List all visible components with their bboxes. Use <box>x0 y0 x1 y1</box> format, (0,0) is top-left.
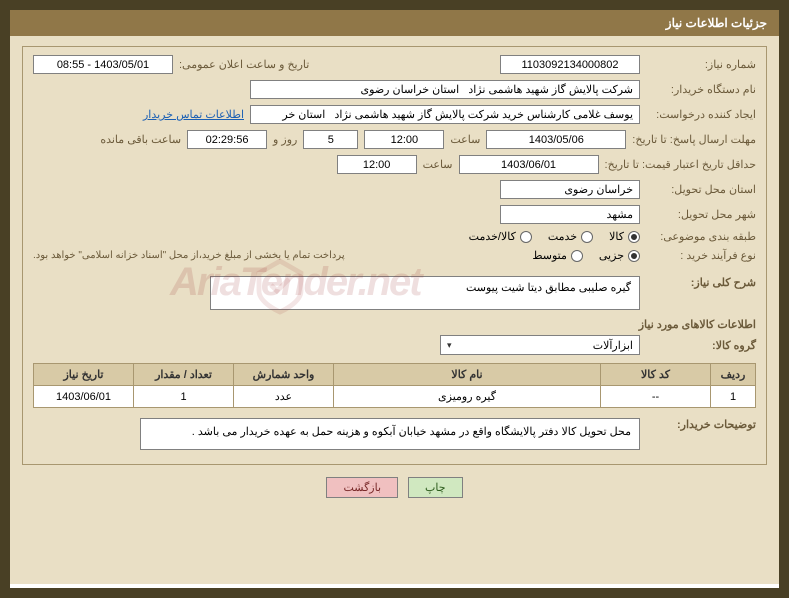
days-input[interactable] <box>303 130 358 149</box>
radio-goods[interactable]: کالا <box>609 230 640 243</box>
radio-service-icon <box>581 231 593 243</box>
creator-label: ایجاد کننده درخواست: <box>646 108 756 121</box>
province-input[interactable] <box>500 180 640 199</box>
radio-service[interactable]: خدمت <box>548 230 593 243</box>
th-date: تاریخ نیاز <box>34 364 134 386</box>
radio-both[interactable]: کالا/خدمت <box>469 230 532 243</box>
city-input[interactable] <box>500 205 640 224</box>
process-radio-group: جزیی متوسط <box>532 249 640 262</box>
th-row: ردیف <box>711 364 756 386</box>
contact-link[interactable]: اطلاعات تماس خریدار <box>143 108 244 121</box>
back-button[interactable]: بازگشت <box>326 477 398 498</box>
creator-input[interactable] <box>250 105 640 124</box>
buyer-notes-box[interactable]: محل تحویل کالا دفتر پالایشگاه واقع در مش… <box>140 418 640 450</box>
days-label: روز و <box>273 133 297 146</box>
cell-code: -- <box>601 386 711 408</box>
cell-row: 1 <box>711 386 756 408</box>
time-label-1: ساعت <box>450 133 480 146</box>
desc-value: گیره صلیبی مطابق دیتا شیت پیوست <box>466 282 631 294</box>
radio-medium[interactable]: متوسط <box>532 249 583 262</box>
desc-box[interactable]: گیره صلیبی مطابق دیتا شیت پیوست <box>210 276 640 310</box>
buyer-notes-label: توضیحات خریدار: <box>646 418 756 431</box>
th-unit: واحد شمارش <box>234 364 334 386</box>
radio-medium-icon <box>571 250 583 262</box>
desc-label: شرح کلی نیاز: <box>646 276 756 289</box>
category-radio-group: کالا خدمت کالا/خدمت <box>469 230 640 243</box>
payment-note: پرداخت تمام یا بخشی از مبلغ خرید،از محل … <box>33 250 345 261</box>
deadline-time-input[interactable] <box>364 130 444 149</box>
group-value: ابزارآلات <box>593 339 633 352</box>
city-label: شهر محل تحویل: <box>646 208 756 221</box>
validity-date-input[interactable] <box>459 155 599 174</box>
announce-input[interactable] <box>33 55 173 74</box>
radio-service-label: خدمت <box>548 230 577 243</box>
need-number-input[interactable] <box>500 55 640 74</box>
time-label-2: ساعت <box>423 158 453 171</box>
button-row: چاپ بازگشت <box>22 477 767 498</box>
validity-label: حداقل تاریخ اعتبار قیمت: تا تاریخ: <box>605 158 756 171</box>
cell-unit: عدد <box>234 386 334 408</box>
th-qty: تعداد / مقدار <box>134 364 234 386</box>
goods-table: ردیف کد کالا نام کالا واحد شمارش تعداد /… <box>33 363 756 408</box>
announce-label: تاریخ و ساعت اعلان عمومی: <box>179 58 309 71</box>
buyer-label: نام دستگاه خریدار: <box>646 83 756 96</box>
cell-qty: 1 <box>134 386 234 408</box>
table-header-row: ردیف کد کالا نام کالا واحد شمارش تعداد /… <box>34 364 756 386</box>
buyer-notes-value: محل تحویل کالا دفتر پالایشگاه واقع در مش… <box>192 426 631 438</box>
remaining-label: ساعت باقی مانده <box>100 133 181 146</box>
cell-date: 1403/06/01 <box>34 386 134 408</box>
countdown-input[interactable] <box>187 130 267 149</box>
form-panel: شماره نیاز: تاریخ و ساعت اعلان عمومی: نا… <box>22 46 767 465</box>
radio-both-label: کالا/خدمت <box>469 230 516 243</box>
need-number-label: شماره نیاز: <box>646 58 756 71</box>
radio-goods-icon <box>628 231 640 243</box>
group-label: گروه کالا: <box>646 339 756 352</box>
print-button[interactable]: چاپ <box>408 477 463 498</box>
radio-partial[interactable]: جزیی <box>599 249 640 262</box>
panel-header: جزئیات اطلاعات نیاز <box>10 10 779 36</box>
th-name: نام کالا <box>334 364 601 386</box>
table-row[interactable]: 1 -- گیره رومیزی عدد 1 1403/06/01 <box>34 386 756 408</box>
radio-partial-icon <box>628 250 640 262</box>
process-label: نوع فرآیند خرید : <box>646 249 756 262</box>
deadline-date-input[interactable] <box>486 130 626 149</box>
buyer-input[interactable] <box>250 80 640 99</box>
radio-partial-label: جزیی <box>599 249 624 262</box>
content-area: AriaTender.net شماره نیاز: تاریخ و ساعت … <box>10 36 779 584</box>
chevron-down-icon: ▾ <box>447 340 452 351</box>
province-label: استان محل تحویل: <box>646 183 756 196</box>
panel-title: جزئیات اطلاعات نیاز <box>666 16 767 30</box>
deadline-label: مهلت ارسال پاسخ: تا تاریخ: <box>632 133 756 146</box>
th-code: کد کالا <box>601 364 711 386</box>
group-select[interactable]: ابزارآلات ▾ <box>440 335 640 355</box>
radio-medium-label: متوسط <box>532 249 567 262</box>
validity-time-input[interactable] <box>337 155 417 174</box>
radio-goods-label: کالا <box>609 230 624 243</box>
category-label: طبقه بندی موضوعی: <box>646 230 756 243</box>
goods-section-label: اطلاعات کالاهای مورد نیاز <box>33 318 756 331</box>
radio-both-icon <box>520 231 532 243</box>
cell-name: گیره رومیزی <box>334 386 601 408</box>
